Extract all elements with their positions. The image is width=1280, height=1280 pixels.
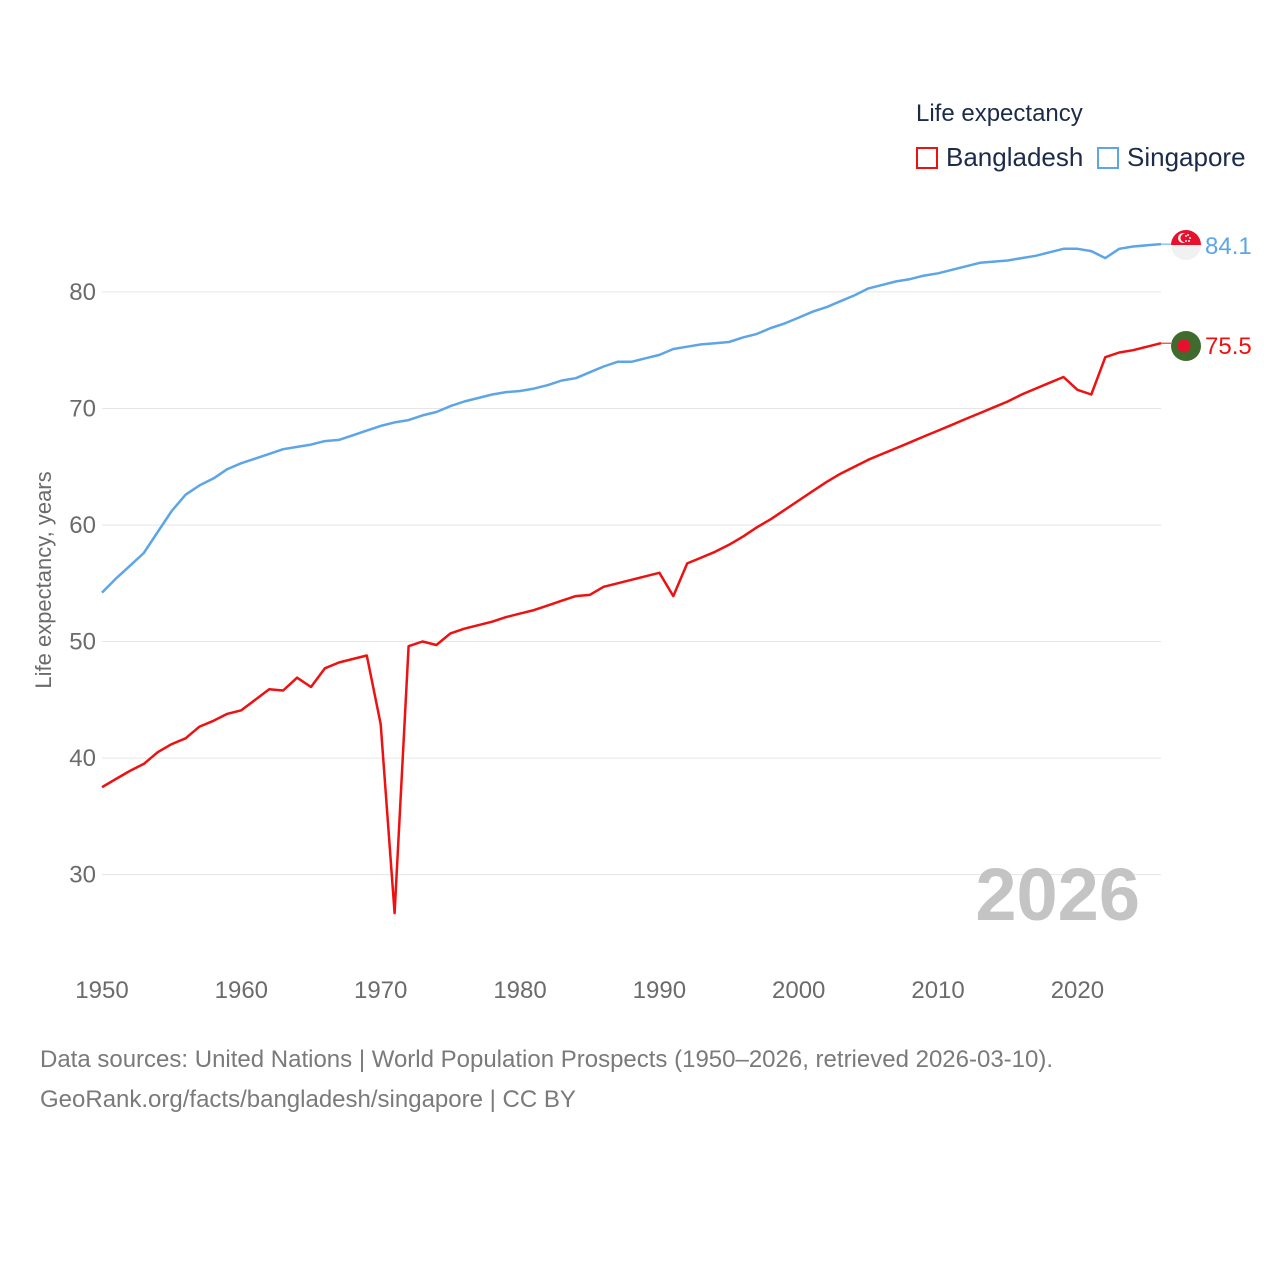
y-tick-label: 70 (69, 395, 96, 422)
y-axis-label: Life expectancy, years (31, 471, 56, 688)
singapore-flag-icon (1171, 230, 1201, 260)
legend-title: Life expectancy (916, 100, 1083, 127)
x-tick-label: 1960 (215, 977, 268, 1004)
series-lines (101, 242, 1171, 915)
y-tick-labels: 30 40 50 60 70 80 (69, 279, 96, 889)
footer-credit[interactable]: GeoRank.org/facts/bangladesh/singapore |… (40, 1086, 576, 1113)
x-tick-label: 1950 (75, 977, 128, 1004)
x-tick-label: 1980 (493, 977, 546, 1004)
x-tick-label: 2020 (1051, 977, 1104, 1004)
x-tick-label: 2000 (772, 977, 825, 1004)
legend-swatch-bangladesh (916, 146, 938, 169)
y-tick-label: 40 (69, 745, 96, 772)
bangladesh-flag-icon (1171, 331, 1201, 361)
series-line-singapore[interactable] (101, 242, 1162, 594)
y-tick-label: 30 (69, 862, 96, 889)
x-tick-label: 1990 (633, 977, 686, 1004)
legend-label-bangladesh: Bangladesh (946, 142, 1084, 172)
y-tick-label: 80 (69, 279, 96, 306)
legend-item-bangladesh[interactable]: Bangladesh (916, 142, 1083, 173)
year-watermark: 2026 (975, 853, 1140, 936)
x-tick-label: 1970 (354, 977, 407, 1004)
y-tick-label: 60 (69, 512, 96, 539)
grid-lines (102, 291, 1161, 876)
x-tick-labels: 1950 1960 1970 1980 1990 2000 2010 2020 (75, 977, 1104, 1004)
legend-label-singapore: Singapore (1127, 142, 1246, 172)
footer-sources: Data sources: United Nations | World Pop… (40, 1046, 1054, 1073)
x-tick-label: 2010 (911, 977, 964, 1004)
y-tick-label: 50 (69, 629, 96, 656)
legend-item-singapore[interactable]: Singapore (1097, 142, 1246, 173)
end-label-singapore: 84.1 (1205, 233, 1252, 260)
end-label-bangladesh: 75.5 (1205, 333, 1252, 360)
legend-swatch-singapore (1097, 146, 1119, 169)
series-line-bangladesh[interactable] (101, 341, 1162, 915)
